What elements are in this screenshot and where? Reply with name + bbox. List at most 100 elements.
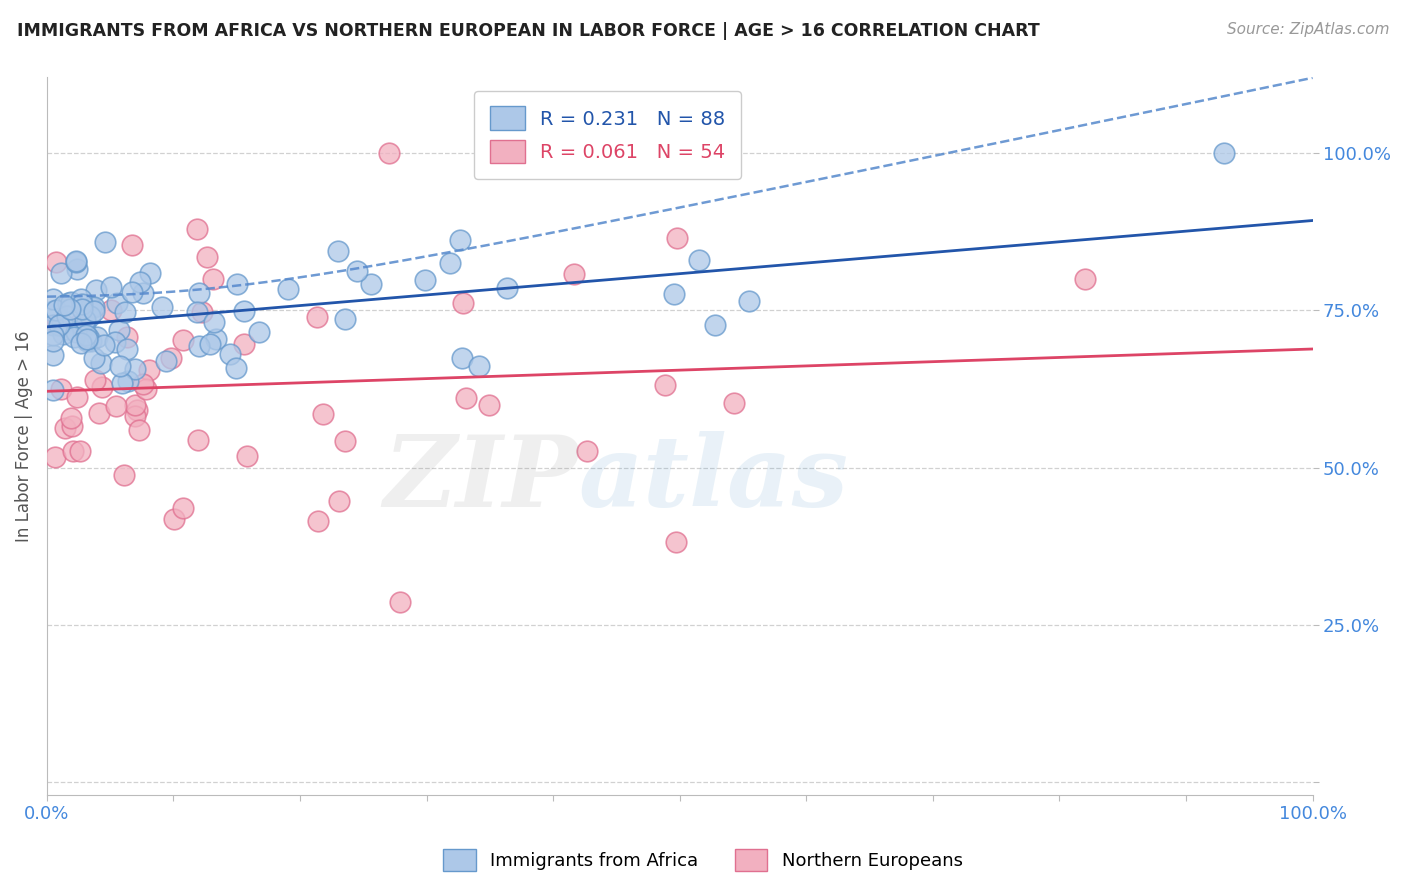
Point <box>128 423 150 437</box>
Point <box>307 514 329 528</box>
Point <box>93 338 115 352</box>
Point <box>100 279 122 293</box>
Point <box>83 304 105 318</box>
Point <box>117 374 139 388</box>
Point <box>108 359 131 373</box>
Text: ZIP: ZIP <box>384 431 578 527</box>
Point <box>704 318 727 333</box>
Point <box>59 301 82 316</box>
Point <box>90 380 112 394</box>
Point <box>163 512 186 526</box>
Point <box>439 256 461 270</box>
Point <box>360 277 382 292</box>
Point <box>45 318 67 332</box>
Point <box>53 421 76 435</box>
Text: IMMIGRANTS FROM AFRICA VS NORTHERN EUROPEAN IN LABOR FORCE | AGE > 16 CORRELATIO: IMMIGRANTS FROM AFRICA VS NORTHERN EUROP… <box>17 22 1039 40</box>
Point <box>83 351 105 366</box>
Point <box>58 296 80 310</box>
Point <box>65 254 87 268</box>
Point <box>562 267 585 281</box>
Point <box>83 300 105 314</box>
Point <box>84 374 107 388</box>
Point <box>132 376 155 391</box>
Point <box>56 309 79 323</box>
Point <box>468 359 491 373</box>
Point <box>124 362 146 376</box>
Point <box>377 146 399 161</box>
Point <box>42 318 65 332</box>
Point <box>454 391 477 405</box>
Point <box>172 501 194 516</box>
Point <box>449 233 471 247</box>
Point <box>413 273 436 287</box>
Point <box>187 433 209 447</box>
Point <box>124 409 146 423</box>
Point <box>45 302 67 317</box>
Legend: R = 0.231   N = 88, R = 0.061   N = 54: R = 0.231 N = 88, R = 0.061 N = 54 <box>474 91 741 179</box>
Point <box>478 397 501 411</box>
Point <box>59 295 82 310</box>
Y-axis label: In Labor Force | Age > 16: In Labor Force | Age > 16 <box>15 331 32 542</box>
Point <box>42 334 65 348</box>
Point <box>84 283 107 297</box>
Point <box>104 335 127 350</box>
Point <box>688 252 710 267</box>
Text: Source: ZipAtlas.com: Source: ZipAtlas.com <box>1226 22 1389 37</box>
Point <box>121 238 143 252</box>
Point <box>66 390 89 404</box>
Point <box>333 434 356 448</box>
Point <box>69 293 91 307</box>
Point <box>80 334 103 349</box>
Point <box>150 301 173 315</box>
Point <box>1213 146 1236 161</box>
Point <box>128 275 150 289</box>
Point <box>665 534 688 549</box>
Point <box>111 376 134 390</box>
Point <box>42 328 65 343</box>
Point <box>112 467 135 482</box>
Point <box>108 323 131 337</box>
Point <box>52 298 75 312</box>
Point <box>72 321 94 335</box>
Legend: Immigrants from Africa, Northern Europeans: Immigrants from Africa, Northern Europea… <box>436 842 970 879</box>
Point <box>233 337 256 351</box>
Point <box>247 325 270 339</box>
Point <box>80 300 103 314</box>
Point <box>124 398 146 412</box>
Point <box>188 285 211 300</box>
Point <box>665 231 688 245</box>
Point <box>125 403 148 417</box>
Point <box>100 302 122 317</box>
Point <box>45 255 67 269</box>
Point <box>76 332 98 346</box>
Point <box>105 296 128 310</box>
Point <box>70 301 93 316</box>
Point <box>328 493 350 508</box>
Point <box>225 277 247 292</box>
Point <box>51 316 73 330</box>
Point <box>49 383 72 397</box>
Point <box>42 383 65 397</box>
Point <box>69 444 91 458</box>
Point <box>172 334 194 348</box>
Point <box>51 266 73 280</box>
Point <box>202 315 225 329</box>
Point <box>65 325 87 339</box>
Point <box>205 332 228 346</box>
Point <box>90 356 112 370</box>
Point <box>576 443 599 458</box>
Point <box>186 221 208 235</box>
Point <box>60 410 83 425</box>
Point <box>160 351 183 365</box>
Point <box>225 361 247 376</box>
Point <box>738 293 761 308</box>
Point <box>236 450 259 464</box>
Point <box>52 326 75 341</box>
Point <box>42 304 65 318</box>
Point <box>115 330 138 344</box>
Point <box>77 330 100 344</box>
Point <box>450 351 472 365</box>
Point <box>307 310 329 324</box>
Point <box>79 309 101 323</box>
Point <box>1074 272 1097 286</box>
